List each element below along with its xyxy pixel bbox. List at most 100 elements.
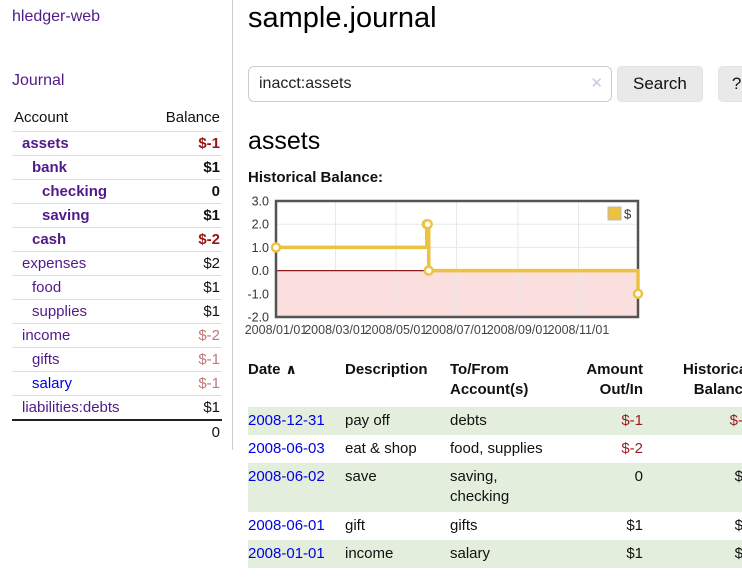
accounts-total-spacer	[12, 420, 148, 444]
account-balance: $1	[203, 159, 220, 176]
table-row: 2008-12-31 pay off debts $-1 $-1	[248, 406, 742, 435]
svg-text:2008/01/01: 2008/01/01	[245, 323, 308, 337]
svg-text:2008/09/01: 2008/09/01	[487, 323, 550, 337]
account-balance: $-1	[198, 375, 220, 392]
search-button[interactable]: Search	[617, 66, 703, 102]
transaction-date-link[interactable]: 2008-06-03	[248, 439, 325, 457]
sidebar-account-link[interactable]: supplies	[32, 303, 88, 320]
transaction-balance: $2	[734, 468, 742, 485]
transaction-amount: $-2	[621, 439, 643, 457]
transaction-description: gift	[345, 516, 366, 534]
register-header-date[interactable]: Date ∧	[248, 358, 345, 407]
search-input[interactable]	[248, 66, 612, 102]
svg-text:-1.0: -1.0	[247, 287, 269, 301]
transaction-accounts: food, supplies	[450, 439, 543, 457]
sort-ascending-icon: ∧	[285, 361, 297, 377]
transaction-accounts: gifts	[450, 516, 478, 534]
page-title: sample.journal	[248, 2, 437, 34]
register-header-accounts: To/From Account(s)	[450, 361, 529, 399]
historical-balance-chart: 3.0 2.0 1.0 0.0 -1.0 -2.0 2008/01/01 2008/03/01…	[245, 193, 742, 341]
svg-text:2008/05/01: 2008/05/01	[365, 323, 428, 337]
table-row: 2008-01-01 income salary $1 $1	[248, 539, 742, 568]
accounts-table: Account Balance assets $-1 bank $1 checking 0…	[12, 106, 222, 444]
svg-text:-2.0: -2.0	[247, 311, 269, 325]
account-balance: $2	[203, 255, 220, 272]
account-row: supplies $1	[12, 299, 222, 324]
account-row: income $-2	[12, 323, 222, 348]
clear-search-icon[interactable]: ✕	[590, 75, 603, 92]
accounts-total-value: 0	[211, 424, 220, 441]
account-balance: 0	[211, 183, 220, 200]
sidebar: hledger-web Journal Account Balance asse…	[0, 0, 233, 450]
svg-text:2008/07/01: 2008/07/01	[425, 323, 488, 337]
accounts-header-balance: Balance	[165, 109, 220, 126]
sidebar-nav: Journal	[12, 72, 222, 90]
transaction-description: eat & shop	[345, 439, 417, 457]
account-row: salary $-1	[12, 371, 222, 396]
transaction-description: income	[345, 544, 394, 562]
svg-text:2.0: 2.0	[252, 218, 269, 232]
transaction-amount: $1	[626, 544, 643, 562]
transaction-date-link[interactable]: 2008-01-01	[248, 544, 325, 562]
app-title: hledger-web	[12, 8, 222, 26]
transaction-balance: 0	[647, 435, 742, 463]
account-row: checking 0	[12, 179, 222, 204]
table-row: 2008-06-01 gift gifts $1 $2	[248, 512, 742, 540]
transaction-description: pay off	[345, 411, 390, 429]
accounts-header-row: Account Balance	[12, 106, 222, 132]
sidebar-account-link[interactable]: income	[22, 327, 71, 344]
account-row: saving $1	[12, 203, 222, 228]
transaction-accounts: saving, checking	[450, 468, 510, 506]
transaction-date-link[interactable]: 2008-06-01	[248, 516, 325, 534]
account-balance: $-2	[198, 327, 220, 344]
svg-text:3.0: 3.0	[252, 195, 269, 209]
sidebar-account-link[interactable]: gifts	[32, 351, 60, 368]
transaction-amount: $1	[626, 516, 643, 534]
transaction-balance: $2	[734, 516, 742, 534]
account-heading: assets	[248, 127, 321, 155]
transaction-date-link[interactable]: 2008-12-31	[248, 411, 325, 429]
page: hledger-web Journal Account Balance asse…	[0, 0, 742, 568]
chart-title: Historical Balance:	[248, 169, 384, 186]
sidebar-account-link[interactable]: salary	[32, 375, 73, 392]
account-row: gifts $-1	[12, 347, 222, 372]
transaction-accounts: salary	[450, 544, 491, 562]
sidebar-account-link[interactable]: cash	[32, 231, 67, 248]
sidebar-account-link[interactable]: bank	[32, 159, 68, 176]
accounts-total-row: 0	[12, 420, 222, 444]
register-header-description: Description	[345, 361, 428, 378]
account-balance: $1	[203, 207, 220, 224]
transaction-date-link[interactable]: 2008-06-02	[248, 468, 325, 485]
account-balance: $1	[203, 399, 220, 416]
account-row: liabilities:debts $1	[12, 395, 222, 421]
register-header-amount: Amount Out/In	[586, 361, 643, 399]
search-box: ✕	[248, 66, 612, 102]
transaction-amount: $-1	[621, 411, 643, 429]
account-row: bank $1	[12, 155, 222, 180]
sidebar-account-link[interactable]: assets	[22, 135, 69, 152]
svg-text:1.0: 1.0	[252, 241, 269, 255]
sidebar-account-link[interactable]: saving	[42, 207, 90, 224]
sidebar-item-journal[interactable]: Journal	[12, 72, 65, 89]
sidebar-account-link[interactable]: checking	[42, 183, 108, 200]
svg-text:2008/03/01: 2008/03/01	[304, 323, 367, 337]
account-balance: $-1	[198, 351, 220, 368]
accounts-header-account: Account	[14, 109, 69, 126]
svg-text:$: $	[624, 207, 632, 222]
register-header-balance: Historical Balance	[682, 361, 742, 399]
sidebar-account-link[interactable]: expenses	[22, 255, 87, 272]
account-row: expenses $2	[12, 251, 222, 276]
account-balance: $-1	[198, 135, 220, 152]
sidebar-account-link[interactable]: food	[32, 279, 62, 296]
app-home-link[interactable]: hledger-web	[12, 8, 101, 25]
account-balance: $1	[203, 279, 220, 296]
account-row: cash $-2	[12, 227, 222, 252]
transaction-amount: 0	[634, 468, 643, 485]
account-balance: $1	[203, 303, 220, 320]
sidebar-account-link[interactable]: liabilities:debts	[22, 399, 120, 416]
transaction-accounts: debts	[450, 411, 487, 429]
table-row: 2008-06-03 eat & shop food, supplies $-20	[248, 435, 742, 463]
help-button[interactable]: ?	[717, 66, 742, 102]
search-form: ✕ Search ?	[248, 66, 742, 102]
svg-text:2008/11/01: 2008/11/01	[548, 323, 610, 337]
